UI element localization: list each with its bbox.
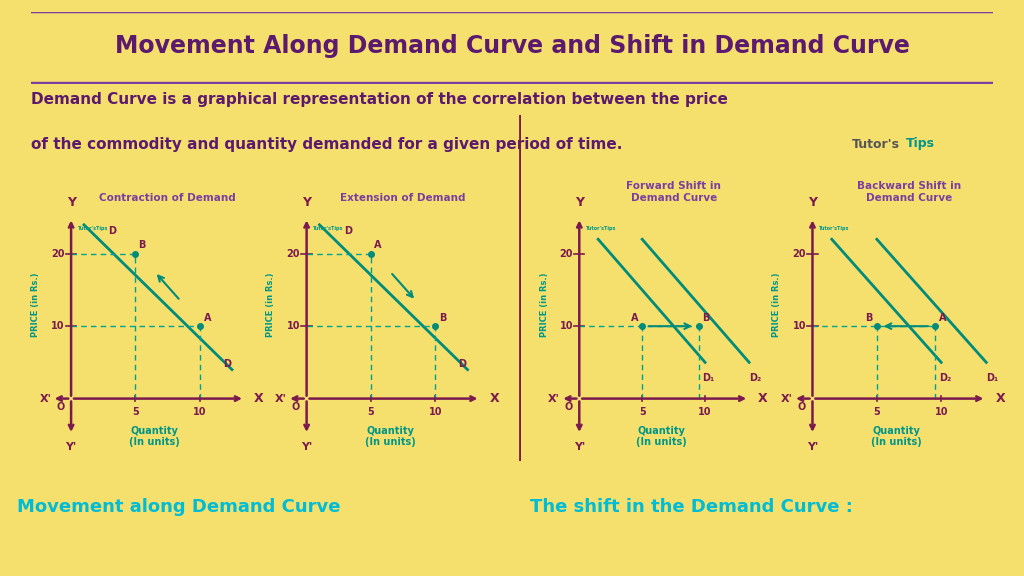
Text: Y': Y': [807, 442, 818, 452]
Text: D₂: D₂: [750, 373, 762, 383]
Text: PRICE (in Rs.): PRICE (in Rs.): [266, 272, 275, 337]
Text: Movement Along Demand Curve and Shift in Demand Curve: Movement Along Demand Curve and Shift in…: [115, 34, 909, 58]
Text: Movement along Demand Curve: Movement along Demand Curve: [17, 498, 341, 516]
Text: B: B: [702, 313, 710, 323]
Text: 10: 10: [935, 407, 948, 417]
Text: PRICE (in Rs.): PRICE (in Rs.): [772, 272, 781, 337]
Text: Y: Y: [302, 196, 311, 209]
Text: Quantity: Quantity: [872, 426, 921, 436]
Text: Tutor'sTips: Tutor'sTips: [819, 226, 849, 231]
Text: X: X: [489, 392, 499, 405]
Text: 10: 10: [793, 321, 806, 331]
Text: A: A: [374, 240, 381, 250]
Text: X: X: [254, 392, 263, 405]
Text: Y': Y': [66, 442, 77, 452]
Text: Y: Y: [67, 196, 76, 209]
Text: D₂: D₂: [939, 373, 951, 383]
Text: PRICE (in Rs.): PRICE (in Rs.): [31, 272, 40, 337]
Text: A: A: [939, 313, 946, 323]
Text: X': X': [39, 393, 51, 404]
Text: D: D: [344, 226, 352, 236]
Text: O: O: [292, 402, 300, 412]
Text: 20: 20: [559, 249, 573, 259]
Text: X': X': [780, 393, 793, 404]
Text: 20: 20: [51, 249, 65, 259]
Text: D₁: D₁: [702, 373, 715, 383]
Text: Quantity: Quantity: [637, 426, 685, 436]
Text: (In units): (In units): [870, 437, 922, 447]
Text: 10: 10: [429, 407, 442, 417]
Text: A: A: [204, 313, 211, 323]
Text: D₁: D₁: [986, 373, 998, 383]
Text: Contraction of Demand: Contraction of Demand: [99, 193, 236, 203]
Text: 10: 10: [559, 321, 573, 331]
Text: Tutor'sTips: Tutor'sTips: [78, 226, 108, 231]
Text: X': X': [548, 393, 560, 404]
Text: (In units): (In units): [129, 437, 180, 447]
Text: X: X: [758, 392, 768, 405]
Text: 10: 10: [51, 321, 65, 331]
Text: Y: Y: [808, 196, 817, 209]
Text: 5: 5: [368, 407, 375, 417]
Text: Y: Y: [574, 196, 584, 209]
Text: 20: 20: [793, 249, 806, 259]
Text: X': X': [274, 393, 287, 404]
Text: B: B: [865, 313, 873, 323]
Text: Tips: Tips: [905, 138, 935, 150]
Text: 5: 5: [873, 407, 881, 417]
Text: 10: 10: [698, 407, 712, 417]
Text: of the commodity and quantity demanded for a given period of time.: of the commodity and quantity demanded f…: [31, 137, 623, 151]
Text: Quantity: Quantity: [367, 426, 415, 436]
Text: D: D: [223, 359, 231, 369]
Text: O: O: [565, 402, 573, 412]
Text: O: O: [798, 402, 806, 412]
Text: 10: 10: [287, 321, 300, 331]
Text: Tutor'sTips: Tutor'sTips: [313, 226, 343, 231]
Text: Tutor's: Tutor's: [852, 138, 900, 150]
Text: (In units): (In units): [365, 437, 416, 447]
Text: B: B: [439, 313, 446, 323]
Text: A: A: [631, 313, 638, 323]
Text: (In units): (In units): [636, 437, 686, 447]
Text: The shift in the Demand Curve :: The shift in the Demand Curve :: [529, 498, 853, 516]
Text: O: O: [56, 402, 65, 412]
Text: Y': Y': [301, 442, 312, 452]
Text: D: D: [459, 359, 467, 369]
Text: Quantity: Quantity: [131, 426, 179, 436]
Text: 10: 10: [194, 407, 207, 417]
Text: Forward Shift in
Demand Curve: Forward Shift in Demand Curve: [627, 181, 721, 203]
Text: Demand Curve is a graphical representation of the correlation between the price: Demand Curve is a graphical representati…: [31, 92, 728, 107]
FancyBboxPatch shape: [0, 12, 1024, 84]
Text: 5: 5: [639, 407, 645, 417]
Text: PRICE (in Rs.): PRICE (in Rs.): [540, 272, 549, 337]
Text: Extension of Demand: Extension of Demand: [340, 193, 466, 203]
Text: D: D: [109, 226, 117, 236]
Text: X: X: [995, 392, 1005, 405]
Text: 20: 20: [287, 249, 300, 259]
Text: Y': Y': [573, 442, 585, 452]
Text: 5: 5: [132, 407, 139, 417]
Text: B: B: [138, 240, 145, 250]
Text: Tutor'sTips: Tutor'sTips: [586, 226, 616, 231]
Text: Backward Shift in
Demand Curve: Backward Shift in Demand Curve: [857, 181, 962, 203]
